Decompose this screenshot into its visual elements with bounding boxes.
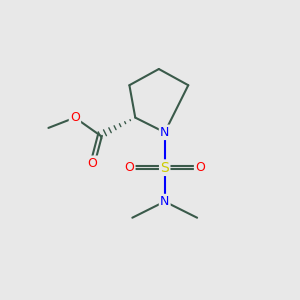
Text: N: N bbox=[160, 195, 169, 208]
Text: O: O bbox=[124, 161, 134, 174]
Text: N: N bbox=[160, 126, 169, 139]
Text: O: O bbox=[195, 161, 205, 174]
Text: O: O bbox=[70, 111, 80, 124]
Text: S: S bbox=[160, 161, 169, 175]
Text: O: O bbox=[88, 157, 98, 170]
